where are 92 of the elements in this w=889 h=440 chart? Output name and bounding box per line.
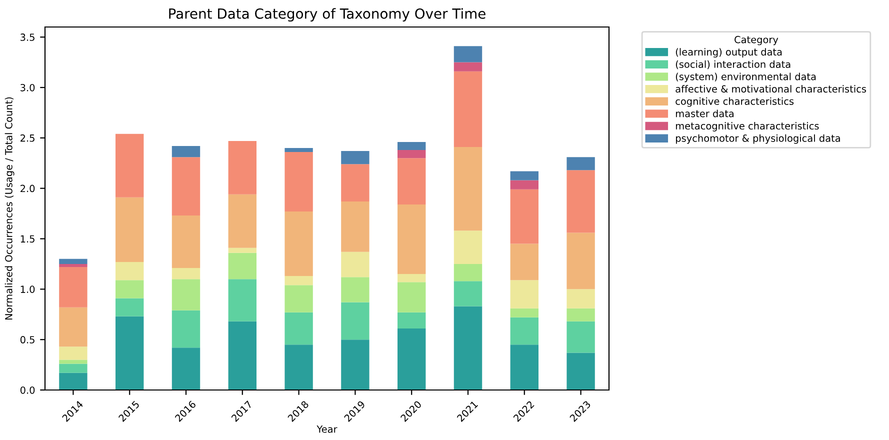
- bar: [566, 321, 595, 353]
- y-tick-label: 2.5: [20, 134, 34, 142]
- bar: [341, 302, 370, 340]
- bar: [510, 244, 538, 280]
- bar: [510, 280, 538, 308]
- bar: [116, 197, 144, 262]
- bar: [59, 266, 88, 308]
- bar: [172, 348, 200, 390]
- bar: [341, 252, 370, 278]
- bar: [59, 360, 88, 364]
- bar: [510, 344, 538, 390]
- bar: [284, 285, 313, 312]
- bar: [284, 152, 313, 212]
- bar: [228, 194, 256, 248]
- bar: [398, 142, 426, 150]
- bar: [59, 307, 88, 347]
- bar: [454, 46, 482, 62]
- bar: [341, 340, 370, 390]
- bar: [116, 298, 144, 316]
- bar: [341, 164, 370, 202]
- bar: [341, 201, 370, 252]
- bar: [566, 232, 595, 290]
- x-axis-title: Year: [316, 426, 338, 433]
- bar: [59, 364, 88, 373]
- y-tick-label: 3.0: [20, 84, 35, 92]
- bar: [398, 204, 426, 274]
- bar: [228, 279, 256, 322]
- bar: [398, 282, 426, 312]
- bar: [510, 317, 538, 345]
- bar: [284, 212, 313, 276]
- bar: [228, 252, 256, 280]
- legend-label: cognitive characteristics: [676, 97, 794, 107]
- bar: [116, 280, 144, 298]
- bar: [510, 189, 538, 244]
- bar: [59, 258, 88, 264]
- bar: [172, 216, 200, 268]
- y-axis-title: Normalized Occurrences (Usage / Total Count): [4, 97, 14, 320]
- bar: [398, 274, 426, 282]
- bar: [454, 62, 482, 72]
- bar: [510, 171, 538, 180]
- bar: [228, 140, 256, 194]
- bar: [510, 180, 538, 190]
- bar: [398, 158, 426, 204]
- legend-label: psychomotor & physiological data: [676, 134, 840, 144]
- bar: [172, 146, 200, 158]
- bar: [284, 312, 313, 345]
- bar: [284, 148, 313, 152]
- y-tick-label: 2.0: [20, 184, 35, 192]
- bar: [566, 157, 595, 170]
- bar: [59, 264, 88, 267]
- legend-label: (system) environmental data: [676, 72, 816, 82]
- bar: [454, 71, 482, 147]
- legend-label: (learning) output data: [676, 48, 782, 58]
- bar: [566, 308, 595, 322]
- bar: [566, 289, 595, 308]
- bar: [116, 316, 144, 390]
- bar: [341, 277, 370, 302]
- y-tick-label: 1.0: [20, 286, 35, 293]
- bar: [454, 306, 482, 390]
- legend-label: affective & motivational characteristics: [676, 85, 866, 93]
- bar: [172, 268, 200, 280]
- y-tick-label: 0.0: [20, 386, 35, 394]
- bar: [566, 352, 595, 390]
- bar: [454, 230, 482, 264]
- y-tick-label: 0.5: [20, 336, 34, 344]
- legend-label: metacognitive characteristics: [676, 122, 819, 132]
- y-tick-label: 1.5: [20, 235, 34, 243]
- bar: [228, 248, 256, 253]
- bar: [454, 281, 482, 306]
- legend-label: master data: [676, 110, 734, 118]
- bar: [398, 328, 426, 390]
- bar: [284, 276, 313, 286]
- bar: [172, 310, 200, 348]
- y-tick-label: 3.5: [20, 34, 34, 41]
- bar: [172, 157, 200, 216]
- bar: [116, 134, 144, 198]
- bar: [228, 321, 256, 390]
- legend-label: (social) interaction data: [676, 60, 790, 70]
- bar: [341, 151, 370, 164]
- bar: [398, 150, 426, 158]
- bar: [284, 344, 313, 390]
- bar: [510, 308, 538, 318]
- chart-title: Parent Data Category of Taxonomy Over Time: [169, 8, 486, 22]
- bar: [172, 279, 200, 310]
- legend-title: Category: [734, 36, 778, 46]
- bar: [59, 346, 88, 360]
- bar: [454, 264, 482, 282]
- bar: [454, 146, 482, 231]
- bar: [398, 312, 426, 328]
- bar: [59, 372, 88, 390]
- bar: [566, 170, 595, 233]
- bar: [116, 262, 144, 280]
